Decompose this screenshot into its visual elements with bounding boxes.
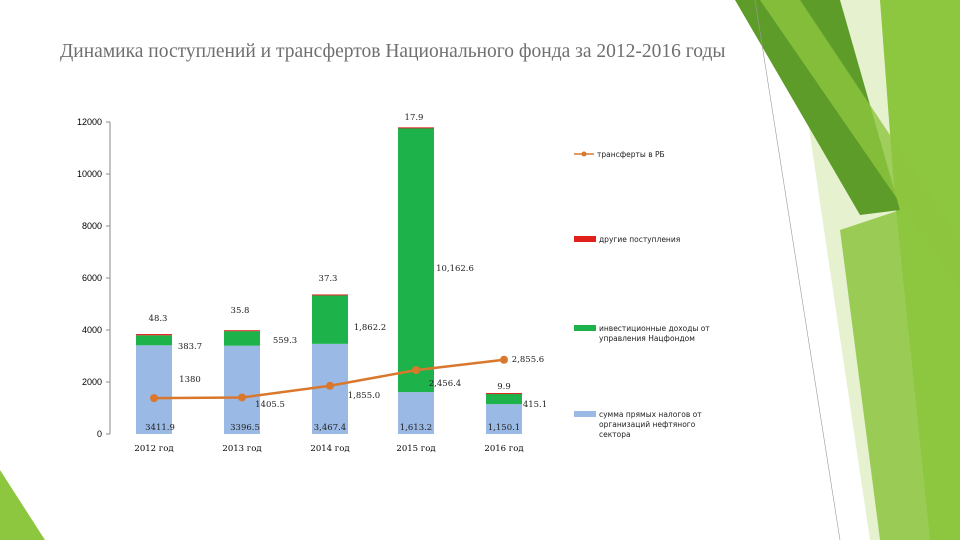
data-label-transfers: 1405.5 xyxy=(255,400,285,410)
data-label-investment_income: 559.3 xyxy=(273,336,297,346)
bar-oil_taxes xyxy=(486,404,522,434)
x-category-label: 2014 год xyxy=(310,444,349,454)
bar-oil_taxes xyxy=(398,392,434,434)
transfers-point xyxy=(500,355,508,364)
data-label-oil_taxes: 1,613.2 xyxy=(400,423,432,433)
y-tick-label: 12000 xyxy=(77,117,102,127)
bar-oil_taxes xyxy=(136,345,172,434)
deco-shape-mid xyxy=(880,0,960,540)
bar-investment_income xyxy=(224,331,260,346)
data-label-investment_income: 415.1 xyxy=(523,400,547,410)
bar-investment_income xyxy=(136,335,172,346)
data-label-oil_taxes: 3,467.4 xyxy=(314,423,346,433)
legend-label-transfers: трансферты в РБ xyxy=(597,150,665,159)
x-category-label: 2015 год xyxy=(396,444,435,454)
transfers-point xyxy=(238,393,246,402)
data-label-other_receipts: 9.9 xyxy=(497,382,511,392)
bar-investment_income xyxy=(486,393,522,405)
y-tick-label: 10000 xyxy=(77,169,102,179)
bars-layer xyxy=(136,127,522,434)
data-label-transfers: 1380 xyxy=(179,375,201,385)
transfers-point xyxy=(412,366,420,375)
bar-investment_income xyxy=(398,127,434,393)
bar-other_receipts xyxy=(486,393,522,395)
bar-oil_taxes xyxy=(224,345,260,434)
deco-corner xyxy=(0,470,45,540)
x-category-label: 2013 год xyxy=(222,444,261,454)
data-label-other_receipts: 17.9 xyxy=(405,113,424,123)
legend-label-investment_income: инвестиционные доходы от управления Нацфо… xyxy=(599,324,710,343)
y-tick-label: 4000 xyxy=(82,325,102,335)
y-axis: 0 2000 4000 6000 8000 10000 12000 xyxy=(77,117,111,439)
transfers-point xyxy=(326,381,334,390)
y-tick-label: 0 xyxy=(97,429,102,439)
deco-line xyxy=(754,0,841,540)
legend-label-other_receipts: другие поступления xyxy=(599,235,680,244)
bar-other_receipts xyxy=(312,294,348,296)
bar-other_receipts xyxy=(398,127,434,129)
data-label-oil_taxes: 3411.9 xyxy=(145,423,175,433)
data-label-other_receipts: 35.8 xyxy=(231,306,250,316)
x-category-label: 2016 год xyxy=(484,444,523,454)
x-axis-categories: 2012 год 2013 год 2014 год 2015 год 2016 год xyxy=(134,444,523,454)
data-label-transfers: 2,855.6 xyxy=(512,355,544,365)
page-title: Динамика поступлений и трансфертов Нацио… xyxy=(60,41,726,62)
data-label-other_receipts: 37.3 xyxy=(319,274,338,284)
deco-shape-accent xyxy=(760,0,960,290)
data-label-transfers: 1,855.0 xyxy=(348,391,380,401)
data-label-oil_taxes: 1,150.1 xyxy=(488,423,520,433)
data-label-investment_income: 10,162.6 xyxy=(436,264,474,274)
y-tick-label: 2000 xyxy=(82,377,102,387)
legend-swatch-oil_taxes xyxy=(574,411,596,417)
data-label-investment_income: 1,862.2 xyxy=(354,323,386,333)
transfers-line-layer xyxy=(150,355,508,403)
bar-other_receipts xyxy=(224,330,260,332)
data-label-other_receipts: 48.3 xyxy=(149,314,168,324)
legend-marker-transfers xyxy=(581,151,587,157)
bar-investment_income xyxy=(312,295,348,344)
transfers-point xyxy=(150,394,158,403)
data-labels-layer: 3411.9 3396.5 3,467.4 1,613.2 1,150.1 383.7 55… xyxy=(145,113,547,433)
bar-other_receipts xyxy=(136,334,172,336)
legend-label-oil_taxes: сумма прямых налогов от организаций нефтя… xyxy=(599,410,702,439)
deco-shape-lower xyxy=(840,210,960,540)
legend-swatch-investment_income xyxy=(574,325,596,331)
data-label-investment_income: 383.7 xyxy=(178,342,202,352)
y-tick-label: 6000 xyxy=(82,273,102,283)
deco-shape-dark xyxy=(735,0,900,215)
x-category-label: 2012 год xyxy=(134,444,173,454)
y-tick-label: 8000 xyxy=(82,221,102,231)
legend-swatch-other_receipts xyxy=(574,236,596,242)
legend: трансферты в РБ другие поступления инвести… xyxy=(574,150,710,439)
data-label-transfers: 2,456.4 xyxy=(429,379,461,389)
data-label-oil_taxes: 3396.5 xyxy=(230,423,260,433)
